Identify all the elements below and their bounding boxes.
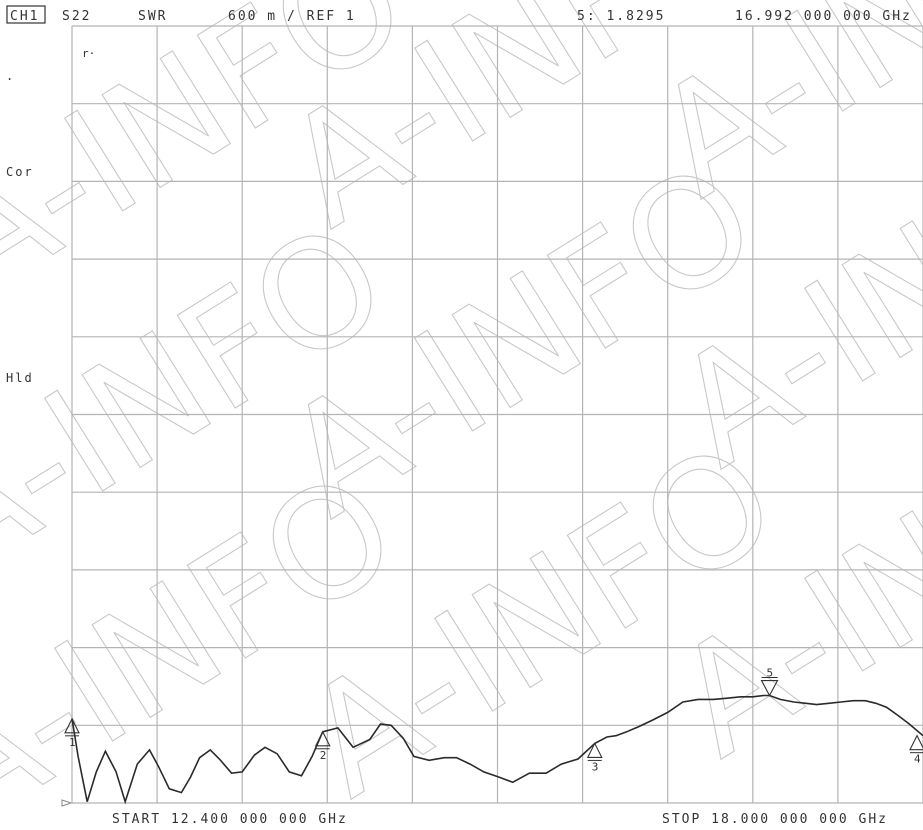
status-dot: .: [6, 69, 15, 83]
marker-3-label: 3: [592, 760, 599, 773]
parameter-label: S22: [62, 9, 91, 24]
marker-frequency: 16.992 000 000 GHz: [735, 9, 912, 24]
marker-5-triangle: [760, 679, 779, 697]
marker-flag: r·: [82, 47, 95, 60]
marker-2-triangle: [314, 730, 331, 747]
stop-frequency: STOP 18.000 000 000 GHz: [662, 812, 888, 827]
marker-4-triangle: [909, 734, 923, 751]
start-frequency: START 12.400 000 000 GHz: [112, 812, 348, 827]
marker-1-triangle: [64, 717, 80, 734]
channel-box: [6, 5, 46, 24]
marker-2-label: 2: [320, 749, 327, 762]
marker-3-triangle: [586, 742, 603, 758]
marker-1-label: 1: [69, 736, 76, 749]
reference-level-arrow: [61, 799, 73, 807]
hold-indicator: Hld: [6, 371, 34, 385]
graticule: [71, 25, 923, 804]
format-label: SWR: [138, 9, 167, 24]
swr-trace: [71, 694, 923, 805]
markers: 1 2 3 4 5: [64, 667, 923, 773]
marker-readout: 5: 1.8295: [577, 9, 665, 24]
marker-5-label: 5: [767, 667, 774, 680]
channel-label: CH1: [10, 9, 39, 24]
scale-label: 600 m / REF 1: [228, 9, 356, 24]
correction-indicator: Cor: [6, 165, 34, 179]
marker-4-label: 4: [914, 753, 921, 766]
